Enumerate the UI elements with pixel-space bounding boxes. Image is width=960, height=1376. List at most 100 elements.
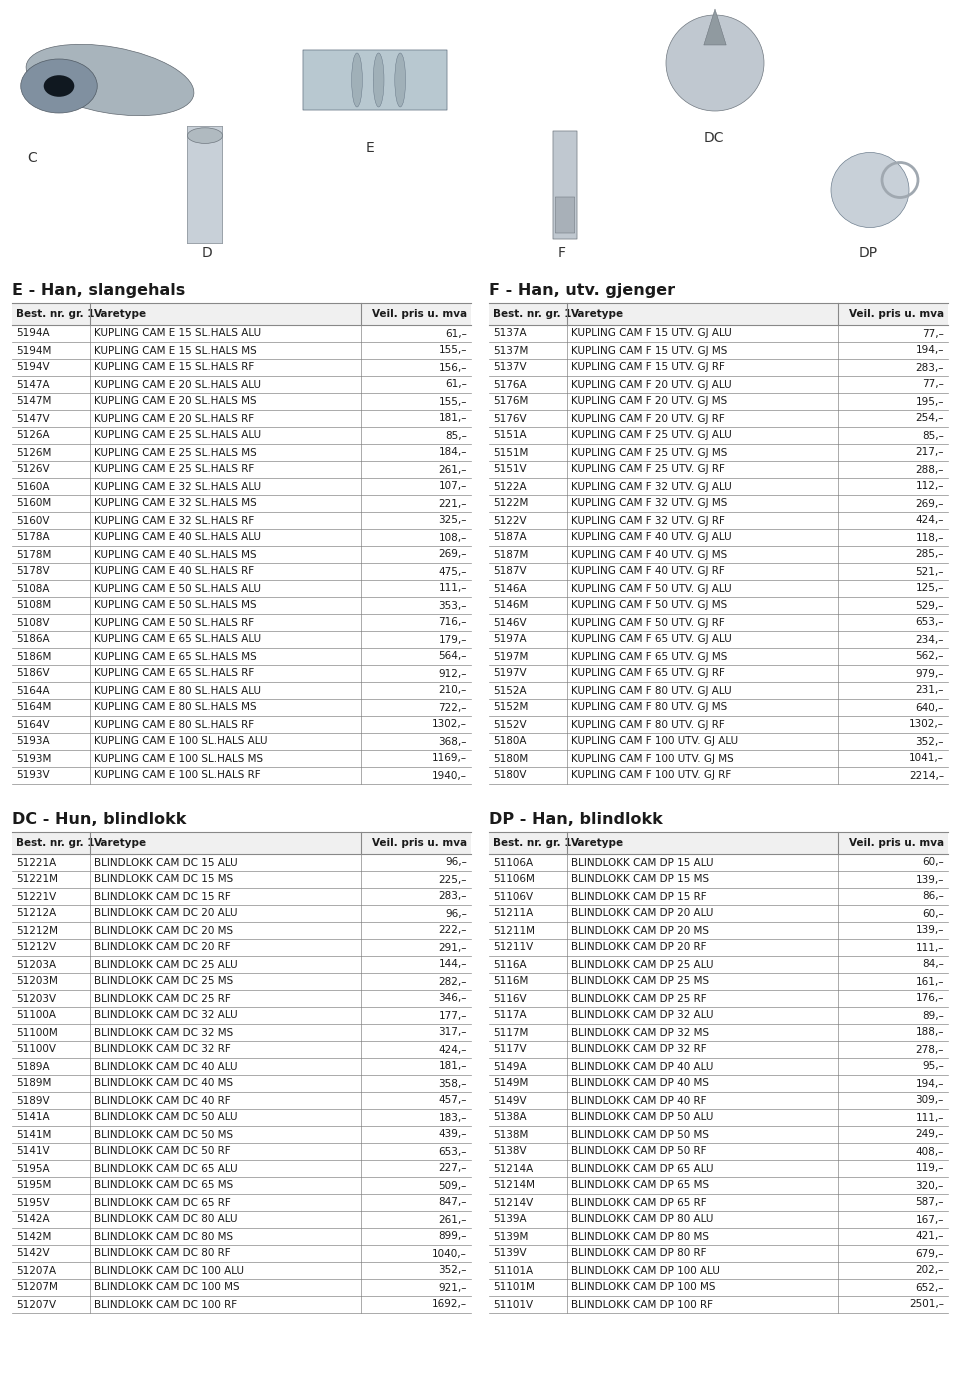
Text: 346,–: 346,–: [439, 993, 467, 1003]
Text: KUPLING CAM E 25 SL.HALS ALU: KUPLING CAM E 25 SL.HALS ALU: [94, 431, 261, 440]
Text: 5178M: 5178M: [16, 549, 52, 560]
FancyBboxPatch shape: [553, 131, 577, 239]
Text: 457,–: 457,–: [439, 1095, 467, 1105]
Text: 51211V: 51211V: [493, 943, 533, 952]
Text: KUPLING CAM F 100 UTV. GJ MS: KUPLING CAM F 100 UTV. GJ MS: [571, 754, 733, 764]
Text: KUPLING CAM F 65 UTV. GJ MS: KUPLING CAM F 65 UTV. GJ MS: [571, 651, 728, 662]
Text: BLINDLOKK CAM DC 20 RF: BLINDLOKK CAM DC 20 RF: [94, 943, 230, 952]
Text: 5137V: 5137V: [493, 362, 527, 373]
Text: 177,–: 177,–: [439, 1010, 467, 1021]
Text: KUPLING CAM F 50 UTV. GJ MS: KUPLING CAM F 50 UTV. GJ MS: [571, 600, 728, 611]
Text: DP - Han, blindlokk: DP - Han, blindlokk: [489, 812, 662, 827]
Text: 899,–: 899,–: [439, 1232, 467, 1241]
Text: KUPLING CAM E 80 SL.HALS ALU: KUPLING CAM E 80 SL.HALS ALU: [94, 685, 261, 695]
Text: 89,–: 89,–: [923, 1010, 944, 1021]
Text: 227,–: 227,–: [439, 1164, 467, 1174]
Text: 5194A: 5194A: [16, 329, 50, 338]
Text: 5180V: 5180V: [493, 771, 526, 780]
Text: 111,–: 111,–: [916, 943, 944, 952]
Text: 5137M: 5137M: [493, 345, 528, 355]
Text: 5138A: 5138A: [493, 1113, 527, 1123]
Text: KUPLING CAM F 50 UTV. GJ RF: KUPLING CAM F 50 UTV. GJ RF: [571, 618, 725, 627]
Text: 5187V: 5187V: [493, 567, 527, 577]
Text: KUPLING CAM E 50 SL.HALS ALU: KUPLING CAM E 50 SL.HALS ALU: [94, 583, 261, 593]
Text: BLINDLOKK CAM DC 50 RF: BLINDLOKK CAM DC 50 RF: [94, 1146, 230, 1156]
Text: BLINDLOKK CAM DC 32 RF: BLINDLOKK CAM DC 32 RF: [94, 1044, 230, 1054]
Text: 5195A: 5195A: [16, 1164, 50, 1174]
Text: 912,–: 912,–: [439, 669, 467, 678]
Text: 5197A: 5197A: [493, 634, 527, 644]
Text: 847,–: 847,–: [439, 1197, 467, 1208]
Text: BLINDLOKK CAM DC 80 RF: BLINDLOKK CAM DC 80 RF: [94, 1248, 230, 1259]
Text: KUPLING CAM E 80 SL.HALS MS: KUPLING CAM E 80 SL.HALS MS: [94, 703, 256, 713]
Text: BLINDLOKK CAM DP 100 ALU: BLINDLOKK CAM DP 100 ALU: [571, 1266, 720, 1276]
Text: KUPLING CAM E 40 SL.HALS RF: KUPLING CAM E 40 SL.HALS RF: [94, 567, 254, 577]
Text: 475,–: 475,–: [439, 567, 467, 577]
Text: 231,–: 231,–: [916, 685, 944, 695]
Text: KUPLING CAM E 40 SL.HALS MS: KUPLING CAM E 40 SL.HALS MS: [94, 549, 256, 560]
Text: 5193A: 5193A: [16, 736, 50, 747]
Text: DC - Hun, blindlokk: DC - Hun, blindlokk: [12, 812, 186, 827]
Text: Varetype: Varetype: [94, 310, 147, 319]
Text: BLINDLOKK CAM DC 15 MS: BLINDLOKK CAM DC 15 MS: [94, 875, 233, 885]
Text: 5147M: 5147M: [16, 396, 52, 406]
Text: 5146M: 5146M: [493, 600, 528, 611]
Text: BLINDLOKK CAM DC 25 RF: BLINDLOKK CAM DC 25 RF: [94, 993, 230, 1003]
Text: BLINDLOKK CAM DP 20 RF: BLINDLOKK CAM DP 20 RF: [571, 943, 707, 952]
Text: 5151V: 5151V: [493, 465, 527, 475]
Text: BLINDLOKK CAM DP 65 MS: BLINDLOKK CAM DP 65 MS: [571, 1181, 709, 1190]
Text: 5152A: 5152A: [493, 685, 527, 695]
Text: 5138M: 5138M: [493, 1130, 528, 1139]
Text: 119,–: 119,–: [916, 1164, 944, 1174]
Text: 51207A: 51207A: [16, 1266, 56, 1276]
Text: 96,–: 96,–: [445, 857, 467, 867]
Text: KUPLING CAM E 15 SL.HALS RF: KUPLING CAM E 15 SL.HALS RF: [94, 362, 254, 373]
Text: 652,–: 652,–: [916, 1282, 944, 1292]
FancyBboxPatch shape: [303, 50, 447, 110]
Text: 564,–: 564,–: [439, 651, 467, 662]
FancyBboxPatch shape: [556, 197, 575, 233]
Text: 5197M: 5197M: [493, 651, 528, 662]
Text: 521,–: 521,–: [916, 567, 944, 577]
Text: KUPLING CAM E 65 SL.HALS MS: KUPLING CAM E 65 SL.HALS MS: [94, 651, 256, 662]
Text: 5180A: 5180A: [493, 736, 526, 747]
Text: 5108V: 5108V: [16, 618, 50, 627]
Text: 5187M: 5187M: [493, 549, 528, 560]
Text: 2214,–: 2214,–: [909, 771, 944, 780]
Text: 51106V: 51106V: [493, 892, 533, 901]
Text: BLINDLOKK CAM DP 20 ALU: BLINDLOKK CAM DP 20 ALU: [571, 908, 713, 919]
Bar: [489, 832, 948, 854]
Text: 5152V: 5152V: [493, 720, 527, 729]
Text: BLINDLOKK CAM DP 15 MS: BLINDLOKK CAM DP 15 MS: [571, 875, 709, 885]
Text: KUPLING CAM E 32 SL.HALS ALU: KUPLING CAM E 32 SL.HALS ALU: [94, 482, 261, 491]
Text: 1302,–: 1302,–: [432, 720, 467, 729]
Text: BLINDLOKK CAM DP 50 MS: BLINDLOKK CAM DP 50 MS: [571, 1130, 709, 1139]
Text: KUPLING CAM E 50 SL.HALS MS: KUPLING CAM E 50 SL.HALS MS: [94, 600, 256, 611]
Text: Veil. pris u. mva: Veil. pris u. mva: [849, 838, 944, 848]
Text: 234,–: 234,–: [916, 634, 944, 644]
Text: KUPLING CAM E 100 SL.HALS ALU: KUPLING CAM E 100 SL.HALS ALU: [94, 736, 268, 747]
Text: Veil. pris u. mva: Veil. pris u. mva: [849, 310, 944, 319]
Ellipse shape: [26, 44, 194, 116]
Text: 439,–: 439,–: [439, 1130, 467, 1139]
Text: KUPLING CAM F 100 UTV. GJ RF: KUPLING CAM F 100 UTV. GJ RF: [571, 771, 732, 780]
Text: 1040,–: 1040,–: [432, 1248, 467, 1259]
Text: 1692,–: 1692,–: [432, 1299, 467, 1310]
Text: 118,–: 118,–: [916, 533, 944, 542]
Text: BLINDLOKK CAM DC 100 MS: BLINDLOKK CAM DC 100 MS: [94, 1282, 240, 1292]
Text: 222,–: 222,–: [439, 926, 467, 936]
Text: BLINDLOKK CAM DP 25 MS: BLINDLOKK CAM DP 25 MS: [571, 977, 709, 987]
Text: 156,–: 156,–: [439, 362, 467, 373]
Text: Best. nr. gr. 1: Best. nr. gr. 1: [16, 838, 94, 848]
Text: 51106M: 51106M: [493, 875, 535, 885]
Text: 51100M: 51100M: [16, 1028, 58, 1038]
Text: 5139V: 5139V: [493, 1248, 527, 1259]
Text: 5160V: 5160V: [16, 516, 50, 526]
Text: DC: DC: [704, 131, 724, 144]
Text: 5142M: 5142M: [16, 1232, 52, 1241]
Text: 60,–: 60,–: [923, 908, 944, 919]
Text: 5108M: 5108M: [16, 600, 51, 611]
Text: 5176M: 5176M: [493, 396, 528, 406]
Text: 112,–: 112,–: [916, 482, 944, 491]
Text: KUPLING CAM E 20 SL.HALS RF: KUPLING CAM E 20 SL.HALS RF: [94, 414, 254, 424]
